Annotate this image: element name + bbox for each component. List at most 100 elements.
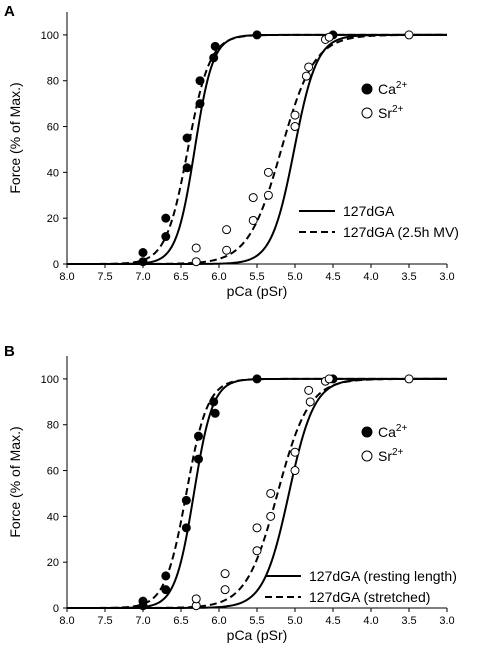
- chart-panel-b: 8.0 7.5 7.0 6.5 6.0 5.5 5.0 4.5 4.0 3.5 3.0 0 20 40 60…: [7, 356, 457, 643]
- legend-marker-base: Sr: [378, 105, 392, 121]
- data-point-ca: [161, 585, 171, 595]
- data-point-ca: [161, 213, 171, 223]
- legend-marker-base: Ca: [378, 81, 396, 97]
- data-point-sr: [252, 523, 262, 533]
- data-point-sr: [220, 569, 230, 579]
- legend-marker-filled: [361, 83, 373, 95]
- data-point-ca: [138, 601, 148, 611]
- data-point-sr: [222, 245, 232, 255]
- x-tick-label: 5.0: [287, 615, 302, 627]
- data-point-sr: [191, 257, 201, 267]
- x-tick-label: 3.5: [401, 271, 416, 283]
- fit-curve-sr-dashed: [67, 33, 447, 265]
- data-point-sr: [266, 511, 276, 521]
- y-tick-label: 0: [53, 603, 59, 615]
- data-point-sr: [248, 215, 258, 225]
- data-point-sr: [324, 374, 334, 384]
- x-tick-label: 8.0: [59, 615, 74, 627]
- data-point-ca: [210, 41, 220, 51]
- legend-marker-label: Ca2+: [378, 80, 407, 97]
- x-tick-label: 5.0: [287, 271, 302, 283]
- data-point-ca: [182, 133, 192, 143]
- x-tick-label: 3.0: [439, 615, 454, 627]
- legend-marker-open: [361, 107, 373, 119]
- x-tick-label: 4.5: [325, 271, 340, 283]
- x-tick-label: 5.5: [249, 271, 264, 283]
- x-tick-label: 4.5: [325, 615, 340, 627]
- y-tick-label: 100: [41, 374, 59, 386]
- y-tick-label: 80: [47, 76, 59, 88]
- data-point-sr: [324, 32, 334, 42]
- legend-marker-superscript: 2+: [392, 447, 404, 458]
- x-axis-title: pCa (pSr): [227, 283, 288, 299]
- data-point-sr: [404, 30, 414, 40]
- y-axis-title: Force (% of Max.): [7, 426, 23, 537]
- data-point-sr: [266, 488, 276, 498]
- x-tick-label: 7.5: [97, 271, 112, 283]
- data-point-sr: [220, 585, 230, 595]
- legend-marker-superscript: 2+: [392, 104, 404, 115]
- y-tick-label: 0: [53, 259, 59, 271]
- legend-marker-open: [361, 450, 373, 462]
- data-point-ca: [252, 374, 262, 384]
- x-tick-label: 6.0: [211, 271, 226, 283]
- legend-line-label: 127dGA (resting length): [309, 568, 457, 584]
- data-point-sr: [252, 546, 262, 556]
- data-point-sr: [290, 466, 300, 476]
- data-point-sr: [263, 190, 273, 200]
- data-point-ca: [138, 248, 148, 258]
- x-tick-label: 5.5: [249, 615, 264, 627]
- legend-marker-base: Sr: [378, 448, 392, 464]
- y-tick-label: 20: [47, 213, 59, 225]
- data-point-sr: [222, 225, 232, 235]
- data-point-sr: [290, 110, 300, 120]
- y-tick-label: 80: [47, 420, 59, 432]
- legend-line-label: 127dGA: [343, 203, 395, 219]
- chart-panel-a: 8.0 7.5 7.0 6.5 6.0 5.5 5.0 4.5 4.0 3.5 3.0 0 20 40 60…: [7, 12, 459, 299]
- data-point-ca: [209, 397, 219, 407]
- legend-marker-label: Sr2+: [378, 447, 404, 464]
- data-point-sr: [290, 122, 300, 132]
- data-point-ca: [195, 76, 205, 86]
- legend-marker-base: Ca: [378, 424, 396, 440]
- data-point-ca: [181, 523, 191, 533]
- y-tick-label: 40: [47, 167, 59, 179]
- data-point-ca: [181, 495, 191, 505]
- data-point-sr: [191, 243, 201, 253]
- data-point-ca: [193, 454, 203, 464]
- data-point-ca: [195, 99, 205, 109]
- legend-marker-label: Ca2+: [378, 423, 407, 440]
- x-tick-label: 3.5: [401, 615, 416, 627]
- y-tick-label: 60: [47, 466, 59, 478]
- legend-marker-filled: [361, 426, 373, 438]
- x-tick-label: 6.5: [173, 615, 188, 627]
- x-tick-label: 7.0: [135, 271, 150, 283]
- data-point-ca: [138, 257, 148, 267]
- data-point-ca: [210, 408, 220, 418]
- panel-letter-b: B: [4, 343, 15, 360]
- data-point-ca: [193, 431, 203, 441]
- y-tick-label: 60: [47, 122, 59, 134]
- y-tick-label: 20: [47, 557, 59, 569]
- legend-line-label: 127dGA (stretched): [309, 589, 430, 605]
- x-tick-label: 3.0: [439, 271, 454, 283]
- x-tick-label: 6.5: [173, 271, 188, 283]
- x-tick-label: 7.0: [135, 615, 150, 627]
- x-tick-label: 4.0: [363, 271, 378, 283]
- data-point-sr: [263, 167, 273, 177]
- data-point-ca: [209, 53, 219, 63]
- y-tick-label: 100: [41, 30, 59, 42]
- x-axis-title: pCa (pSr): [227, 627, 288, 643]
- x-tick-label: 7.5: [97, 615, 112, 627]
- legend-marker-superscript: 2+: [396, 80, 408, 91]
- data-point-sr: [304, 385, 314, 395]
- data-point-sr: [404, 374, 414, 384]
- data-point-sr: [304, 62, 314, 72]
- panel-letter-a: A: [4, 3, 15, 20]
- data-point-sr: [290, 447, 300, 457]
- fit-curve-sr-dashed: [67, 377, 447, 609]
- x-tick-label: 8.0: [59, 271, 74, 283]
- legend-marker-label: Sr2+: [378, 104, 404, 121]
- data-point-ca: [161, 571, 171, 581]
